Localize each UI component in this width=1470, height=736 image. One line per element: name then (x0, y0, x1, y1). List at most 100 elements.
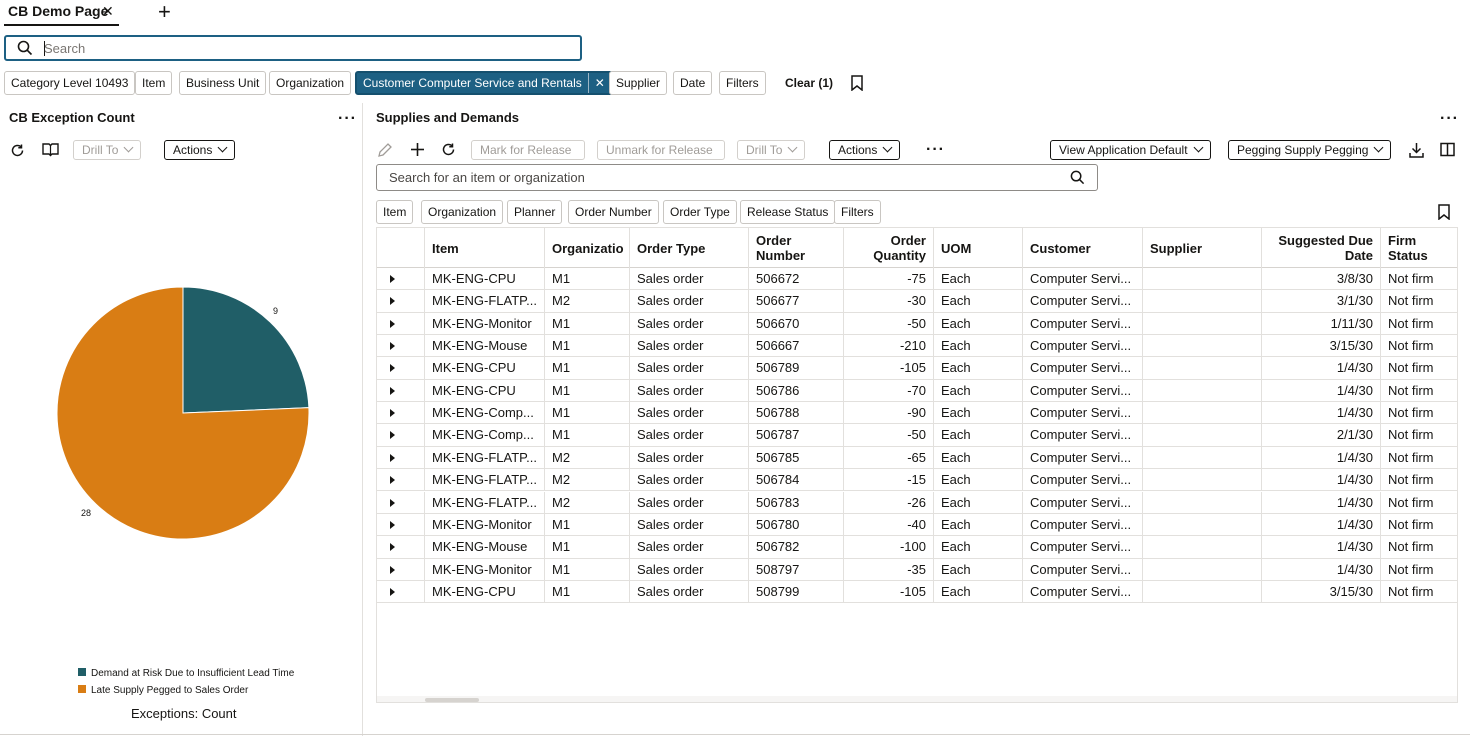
table-row[interactable]: MK-ENG-CPU M1 Sales order 508799 -105 Each Com… (377, 580, 1457, 604)
legend-item-late-supply[interactable]: Late Supply Pegged to Sales Order (78, 685, 248, 696)
column-header[interactable]: UOM (934, 228, 1023, 268)
chip-organization[interactable]: Organization (269, 71, 352, 95)
right-panel-more-icon[interactable]: ··· (1440, 110, 1459, 127)
table-cell: Not firm (1381, 581, 1457, 602)
add-icon[interactable] (410, 142, 425, 157)
table-row[interactable]: MK-ENG-FLATP... M2 Sales order 506783 -26 Eac… (377, 491, 1457, 514)
chip-customer-active[interactable]: Customer Computer Service and Rentals ✕ (355, 71, 613, 95)
table-row[interactable]: MK-ENG-Comp... M1 Sales order 506788 -90 Each… (377, 402, 1457, 425)
expand-row-icon[interactable] (390, 297, 395, 306)
table-row[interactable]: MK-ENG-Monitor M1 Sales order 508797 -35 Each… (377, 558, 1457, 581)
table-search-input[interactable]: Search for an item or organization (376, 164, 1098, 191)
expand-row-icon[interactable] (390, 409, 395, 418)
filter-planner[interactable]: Planner (507, 200, 563, 224)
refresh-icon[interactable] (441, 142, 456, 157)
expand-row-icon[interactable] (390, 587, 395, 596)
expand-row-icon[interactable] (390, 275, 395, 283)
chip-filters[interactable]: Filters (719, 71, 766, 95)
mark-for-release-button[interactable]: Mark for Release (471, 140, 585, 160)
tab-close-icon[interactable]: ✕ (102, 3, 114, 19)
expand-row-icon[interactable] (390, 364, 395, 373)
table-row[interactable]: MK-ENG-Mouse M1 Sales order 506782 -100 Each C… (377, 536, 1457, 559)
table-cell: Sales order (630, 402, 749, 424)
expand-row-icon[interactable] (390, 453, 395, 462)
right-actions-button[interactable]: Actions (829, 140, 901, 160)
global-search-input[interactable]: Search (4, 35, 582, 61)
clear-filters-button[interactable]: Clear (1) (785, 76, 834, 90)
table-cell: 1/4/30 (1262, 491, 1381, 513)
column-header[interactable]: Order Type (630, 228, 749, 268)
table-cell (1143, 379, 1262, 402)
table-cell (1143, 424, 1262, 446)
left-panel-more-icon[interactable]: ··· (338, 110, 357, 127)
chip-date[interactable]: Date (673, 71, 713, 95)
table-cell: Computer Servi... (1023, 357, 1143, 379)
expand-row-icon[interactable] (390, 476, 395, 485)
column-header[interactable]: Order Number (749, 228, 844, 268)
table-row[interactable]: MK-ENG-Mouse M1 Sales order 506667 -210 Each C… (377, 335, 1457, 358)
horizontal-scroll-track[interactable] (377, 696, 1457, 702)
table-row[interactable]: MK-ENG-Comp... M1 Sales order 506787 -50 Each… (377, 424, 1457, 447)
filter-filters[interactable]: Filters (834, 200, 881, 224)
table-cell: -15 (844, 469, 934, 491)
legend-item-demand[interactable]: Demand at Risk Due to Insufficient Lead … (78, 668, 294, 679)
expand-row-icon[interactable] (390, 520, 395, 529)
expand-row-icon[interactable] (390, 431, 395, 440)
filter-item[interactable]: Item (376, 200, 414, 224)
download-icon[interactable] (1409, 142, 1424, 158)
table-row[interactable]: MK-ENG-FLATP... M2 Sales order 506785 -65 Eac… (377, 446, 1457, 470)
filter-order-type[interactable]: Order Type (663, 200, 737, 224)
column-header[interactable]: Customer (1023, 228, 1143, 268)
table-row[interactable]: MK-ENG-CPU M1 Sales order 506672 -75 Each Comp… (377, 268, 1457, 291)
table-row[interactable]: MK-ENG-Monitor M1 Sales order 506670 -50 Each… (377, 312, 1457, 336)
column-header[interactable]: Suggested Due Date (1262, 228, 1381, 268)
pegging-select[interactable]: Pegging Supply Pegging (1228, 140, 1392, 160)
table-row[interactable]: MK-ENG-CPU M1 Sales order 506789 -105 Each Com… (377, 357, 1457, 380)
table-row[interactable]: MK-ENG-FLATP... M2 Sales order 506784 -15 Eac… (377, 469, 1457, 492)
left-drill-to-button[interactable]: Drill To (73, 140, 142, 160)
table-row[interactable]: MK-ENG-Monitor M1 Sales order 506780 -40 Each… (377, 513, 1457, 537)
pie-slice-demand-at-risk[interactable] (182, 286, 310, 414)
chip-business-unit[interactable]: Business Unit (179, 71, 267, 95)
expand-row-icon[interactable] (390, 319, 395, 328)
split-view-icon[interactable] (1440, 142, 1455, 157)
book-view-icon[interactable] (42, 142, 59, 158)
expand-row-icon[interactable] (390, 342, 395, 351)
column-header[interactable]: Firm Status (1381, 228, 1457, 268)
refresh-icon[interactable] (10, 143, 25, 158)
table-cell: 1/4/30 (1262, 402, 1381, 424)
table-row[interactable]: MK-ENG-CPU M1 Sales order 506786 -70 Each Comp… (377, 379, 1457, 403)
horizontal-scrollbar-thumb[interactable] (425, 698, 479, 702)
expand-row-icon[interactable] (390, 543, 395, 552)
toolbar-more-icon[interactable]: ··· (926, 141, 945, 158)
right-drill-to-button[interactable]: Drill To (737, 140, 806, 160)
column-header[interactable]: Organizatio (545, 228, 630, 268)
table-cell: 506785 (749, 446, 844, 469)
pie-slice-late-supply[interactable] (56, 286, 310, 540)
unmark-for-release-button[interactable]: Unmark for Release (597, 140, 725, 160)
expand-row-icon[interactable] (390, 498, 395, 507)
chip-category-level[interactable]: Category Level 10493 (4, 71, 136, 95)
chip-item[interactable]: Item (135, 71, 173, 95)
filter-release-status[interactable]: Release Status (740, 200, 836, 224)
chip-supplier[interactable]: Supplier (609, 71, 668, 95)
left-actions-button[interactable]: Actions (164, 140, 236, 160)
edit-pencil-icon[interactable] (377, 142, 393, 158)
column-header[interactable]: Item (425, 228, 545, 268)
add-tab-icon[interactable]: + (158, 0, 171, 24)
table-cell: Not firm (1381, 402, 1457, 423)
filter-order-number[interactable]: Order Number (568, 200, 659, 224)
column-header[interactable]: Order Quantity (844, 228, 934, 268)
expand-row-icon[interactable] (390, 565, 395, 574)
table-row[interactable]: MK-ENG-FLATP... M2 Sales order 506677 -30 Eac… (377, 290, 1457, 313)
chip-remove-icon[interactable]: ✕ (587, 73, 605, 93)
bookmark-icon[interactable] (1437, 204, 1451, 220)
expand-row-icon[interactable] (390, 386, 395, 395)
filter-organization[interactable]: Organization (421, 200, 504, 224)
view-default-select[interactable]: View Application Default (1050, 140, 1211, 160)
bookmark-icon[interactable] (850, 75, 864, 91)
column-header[interactable]: Supplier (1143, 228, 1262, 268)
tab-cb-demo-page[interactable]: CB Demo Page (8, 3, 109, 19)
pie-label-late-supply: 28 (81, 508, 92, 518)
table-cell: -35 (844, 558, 934, 580)
